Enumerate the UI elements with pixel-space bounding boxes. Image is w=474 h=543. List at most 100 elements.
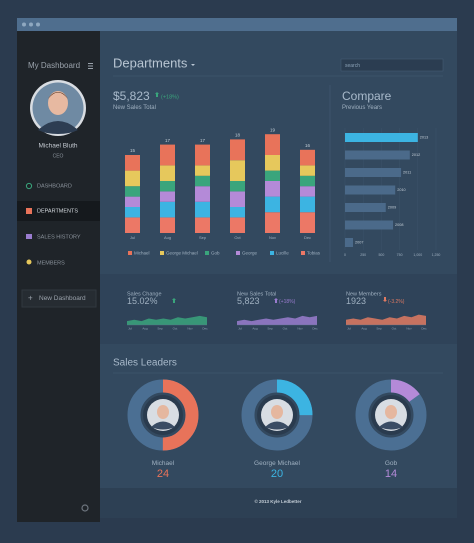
- avatar-body: [379, 421, 403, 430]
- avatar-face: [48, 91, 68, 115]
- window-dot[interactable]: [29, 22, 33, 27]
- menu-item[interactable]: DASHBOARD: [37, 183, 72, 189]
- bar-segment: [125, 170, 140, 187]
- bar-segment: [265, 155, 280, 171]
- x-tick-label: 750: [397, 253, 403, 257]
- bar-segment: [125, 207, 140, 218]
- compare-title: Compare: [342, 89, 392, 103]
- x-tick-label: Aug: [361, 326, 367, 330]
- settings-icon[interactable]: [81, 504, 89, 512]
- bar-total: 15: [130, 148, 136, 153]
- sales-change: (+18%): [161, 94, 179, 100]
- x-tick-label: Jul: [238, 326, 242, 330]
- plus-icon: +: [28, 294, 33, 303]
- x-tick-label: Oct: [234, 235, 241, 240]
- x-tick-label: Dec: [304, 235, 311, 240]
- avatar-body: [265, 421, 289, 430]
- bar-segment: [230, 139, 245, 161]
- legend-swatch: [301, 251, 305, 255]
- avatar-body: [151, 421, 175, 430]
- bar: [345, 203, 386, 212]
- sparkline-area: [237, 315, 317, 325]
- bar-segment: [230, 191, 245, 207]
- legend-swatch: [160, 251, 164, 255]
- bar-segment: [160, 144, 175, 166]
- kpi-value: 1923: [346, 296, 366, 306]
- compare-subtitle: Previous Years: [342, 105, 382, 111]
- bar-segment: [160, 181, 175, 192]
- search-box[interactable]: [340, 58, 444, 72]
- bar-total: 17: [200, 138, 206, 143]
- dropdown-caret[interactable]: [191, 64, 195, 66]
- legend-swatch: [236, 251, 240, 255]
- bar: [345, 133, 418, 142]
- bar-segment: [125, 217, 140, 233]
- leader-name: Gob: [385, 460, 398, 467]
- legend-label: George Michael: [166, 251, 198, 256]
- window-dot[interactable]: [36, 22, 40, 27]
- x-tick-label: Aug: [164, 235, 171, 240]
- x-tick-label: 1,250: [432, 253, 441, 257]
- bar: [345, 150, 410, 160]
- x-tick-label: Aug: [252, 326, 258, 330]
- sales-amount: $5,823: [113, 89, 150, 103]
- menu-item[interactable]: MEMBERS: [37, 260, 65, 266]
- bar-segment: [160, 201, 175, 218]
- x-tick-label: Dec: [312, 326, 318, 330]
- kpi-change: (-3.2%): [388, 299, 405, 305]
- bar-segment: [125, 155, 140, 171]
- bar-segment: [195, 175, 210, 187]
- leader-name: Michael: [152, 460, 175, 467]
- menu-icon: [25, 182, 33, 190]
- x-tick-label: Oct: [392, 326, 397, 330]
- x-tick-label: Sep: [376, 326, 382, 330]
- bar-segment: [160, 165, 175, 181]
- donut-arc: [355, 379, 427, 451]
- bar-total: 16: [305, 143, 311, 148]
- menu-toggle[interactable]: [88, 63, 93, 69]
- menu-item[interactable]: DEPARTMENTS: [37, 208, 78, 214]
- bar-label: 2009: [388, 206, 396, 210]
- title-bar: [17, 18, 457, 31]
- x-tick-label: Nov: [406, 326, 412, 330]
- donut-arc: [241, 379, 313, 451]
- bar-label: 2012: [412, 153, 420, 157]
- bar-segment: [265, 181, 280, 197]
- bar: [345, 220, 394, 230]
- bar-total: 19: [270, 127, 276, 132]
- legend-label: Lucille: [276, 251, 289, 256]
- bar-segment: [300, 175, 315, 187]
- x-tick-label: 0: [344, 253, 346, 257]
- bar-label: 2013: [420, 136, 428, 140]
- hamburger-line: [88, 65, 93, 67]
- bar-segment: [125, 186, 140, 197]
- legend-label: Michael: [134, 251, 150, 256]
- menu-icon: [26, 234, 32, 239]
- legend-swatch: [128, 251, 132, 255]
- bar-segment: [230, 217, 245, 233]
- bar-segment: [265, 134, 280, 155]
- bar-segment: [195, 144, 210, 166]
- bar-segment: [160, 217, 175, 233]
- page-title: Departments: [113, 55, 188, 70]
- new-dashboard-button[interactable]: [21, 289, 97, 308]
- x-tick-label: Nov: [269, 235, 276, 240]
- bar-segment: [195, 217, 210, 233]
- window-dot[interactable]: [22, 22, 26, 27]
- kpi-change: (+18%): [279, 299, 296, 305]
- leader-value: 14: [385, 468, 397, 480]
- sparkline-area: [346, 314, 426, 325]
- bar-segment: [230, 181, 245, 192]
- menu-item[interactable]: SALES HISTORY: [37, 234, 81, 240]
- bar-segment: [265, 212, 280, 233]
- bar-label: 2011: [403, 171, 411, 175]
- bar-segment: [230, 207, 245, 218]
- bar-segment: [300, 165, 315, 176]
- kpi-value: 15.02%: [127, 296, 158, 306]
- bar-segment: [160, 191, 175, 202]
- bar-segment: [195, 186, 210, 202]
- leaders-title: Sales Leaders: [113, 358, 177, 369]
- bar-segment: [195, 201, 210, 218]
- bar: [345, 168, 402, 177]
